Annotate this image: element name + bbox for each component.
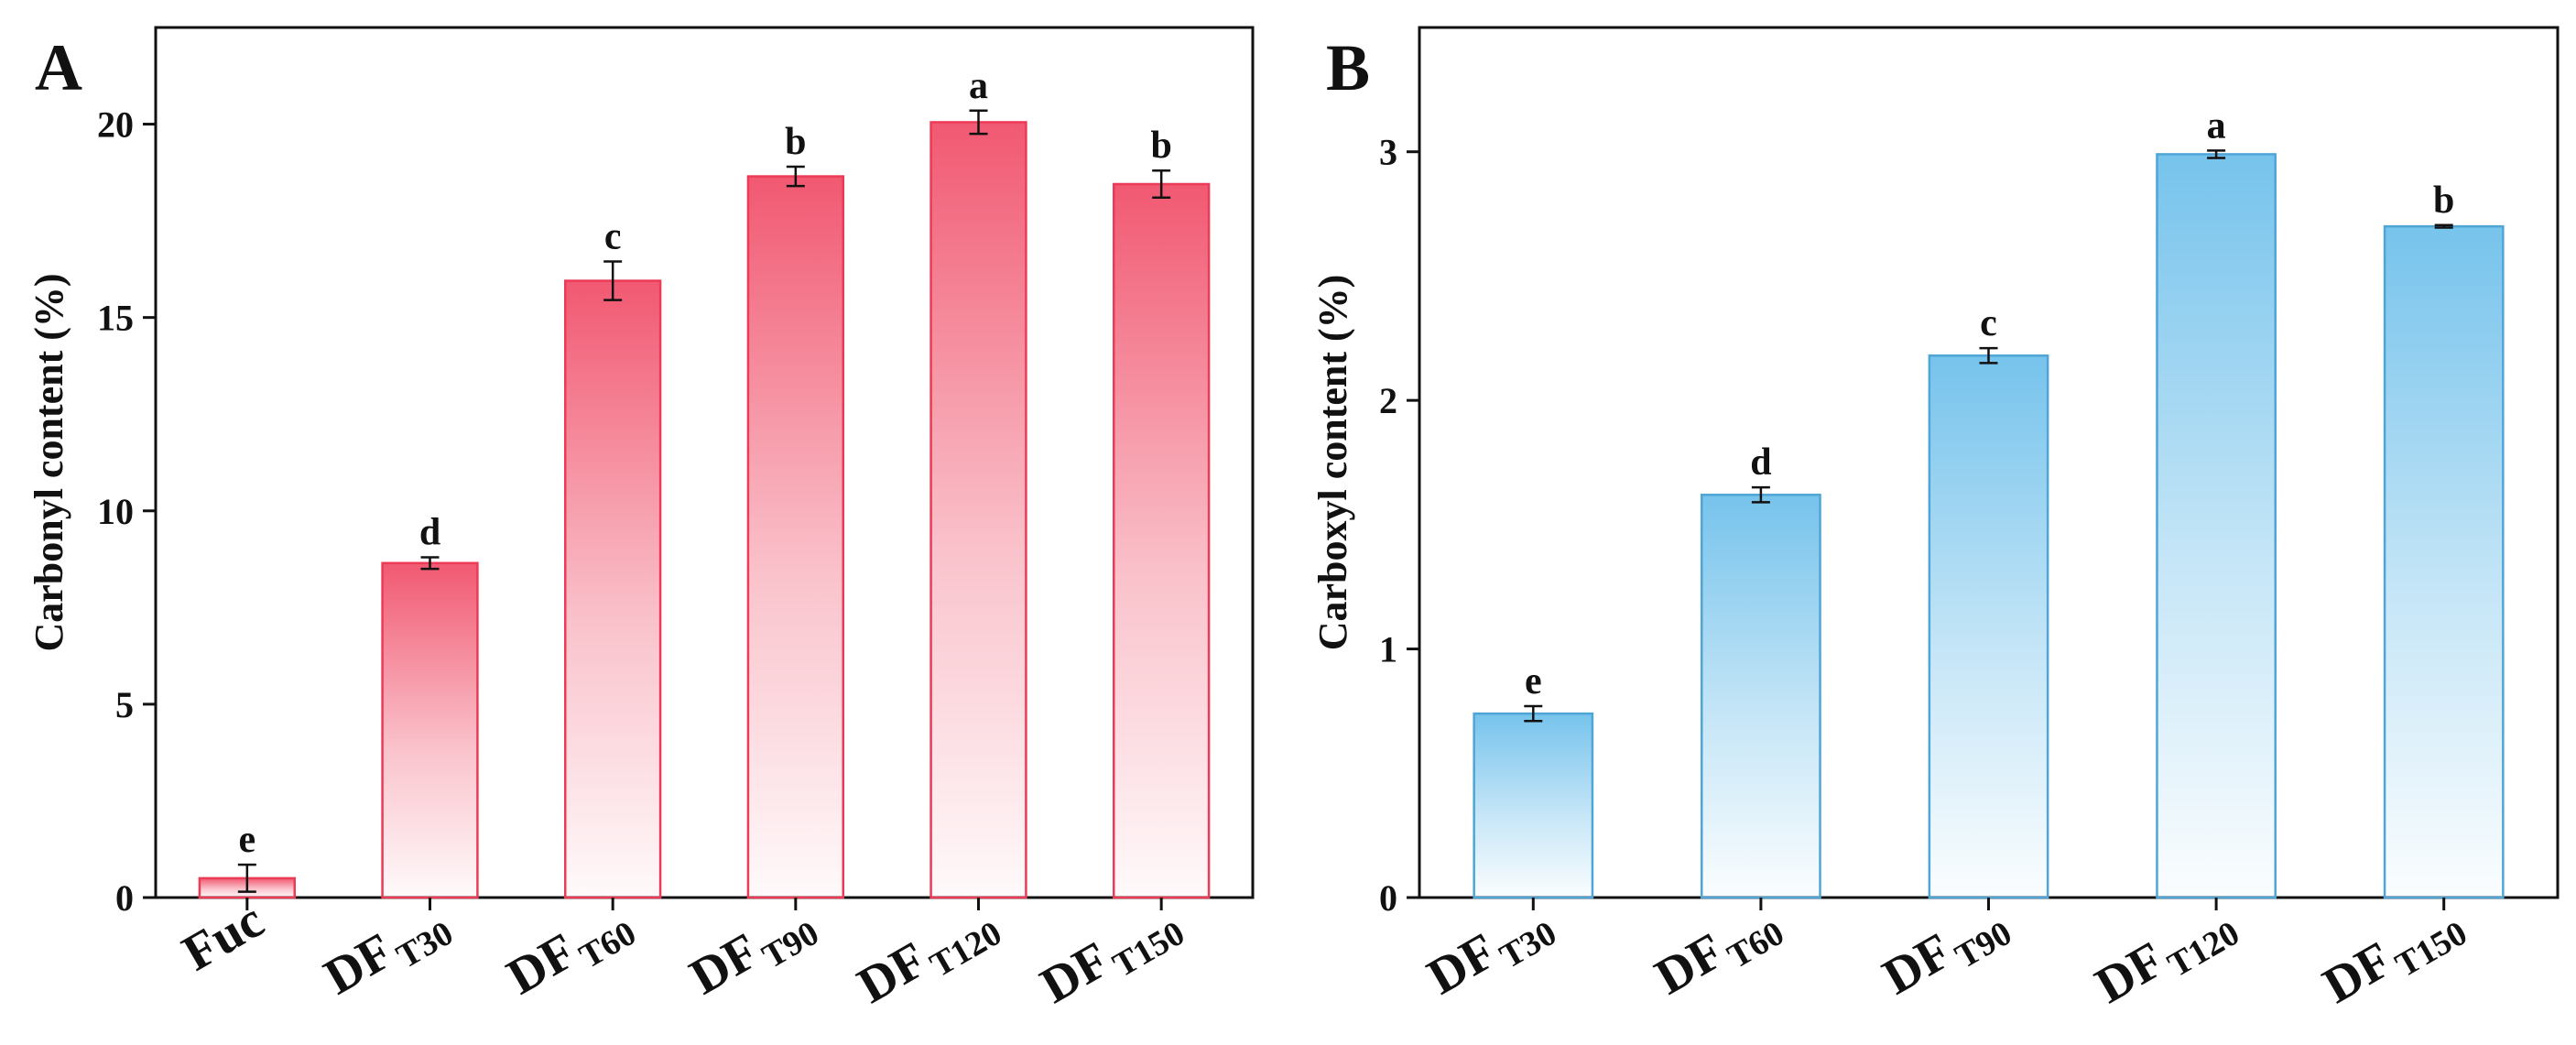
error-bar <box>1979 346 1998 365</box>
panel-a-x-labels: Fuc DFT30 DFT60 DFT90 DFT120 DFT150 <box>173 892 1190 1021</box>
x-category-label: DFT90 <box>680 892 825 1013</box>
bar <box>1928 354 2049 899</box>
significance-letter: c <box>1980 302 1997 344</box>
bar <box>746 175 844 899</box>
significance-letter: a <box>2207 104 2226 147</box>
significance-letter: e <box>239 819 256 861</box>
panel-a-chart: A Carbonyl content (%) 0 5 10 15 20 e d c b a b F… <box>27 26 1255 1021</box>
error-bar <box>2207 149 2226 159</box>
panel-a-y-axis-title: Carbonyl content (%) <box>27 273 71 651</box>
x-category-label: DFT30 <box>1418 892 1563 1013</box>
x-category-label: DFT150 <box>1031 892 1190 1021</box>
significance-letter: e <box>1525 660 1542 702</box>
y-tick-label: 0 <box>1379 877 1397 919</box>
bar <box>929 121 1027 899</box>
y-tick-label: 3 <box>1379 132 1397 173</box>
significance-letter: a <box>969 65 988 107</box>
error-bar <box>1152 169 1171 200</box>
x-category-label: DFT90 <box>1874 892 2018 1013</box>
panel-a-bars: e d c b a b <box>198 65 1211 899</box>
panel-b-x-labels: DFT30 DFT60 DFT90 DFT120 DFT150 <box>1418 892 2473 1021</box>
error-bar <box>603 260 623 301</box>
bar <box>2156 153 2277 899</box>
error-bar <box>2434 223 2453 229</box>
error-bar <box>969 109 988 136</box>
significance-letter: b <box>1150 125 1171 167</box>
panel-b-y-ticks: 0 1 2 3 <box>1379 132 1419 919</box>
y-tick-label: 20 <box>97 104 134 146</box>
x-category-label: Fuc <box>173 892 273 983</box>
y-tick-label: 10 <box>97 491 134 532</box>
panel-b-bars: e d c a b <box>1473 104 2505 899</box>
panel-a-y-ticks: 0 5 10 15 20 <box>97 104 156 919</box>
significance-letter: b <box>2433 180 2454 222</box>
bar <box>1113 182 1211 899</box>
panel-a-label: A <box>35 31 82 104</box>
error-bar <box>237 863 256 893</box>
y-tick-label: 2 <box>1379 380 1397 421</box>
significance-letter: c <box>604 215 622 257</box>
panel-a-frame <box>154 26 1255 899</box>
significance-letter: b <box>785 121 806 163</box>
x-category-label: DFT120 <box>849 892 1008 1021</box>
bar <box>1701 494 1821 899</box>
x-category-label: DFT30 <box>315 892 460 1013</box>
panel-b-label: B <box>1326 31 1370 104</box>
y-tick-label: 5 <box>115 684 134 725</box>
x-category-label: DFT60 <box>498 892 643 1013</box>
significance-letter: d <box>419 511 440 553</box>
y-tick-label: 1 <box>1379 629 1397 670</box>
y-tick-label: 0 <box>115 877 134 919</box>
error-bar <box>1524 704 1543 723</box>
y-tick-label: 15 <box>97 298 134 339</box>
x-category-label: DFT60 <box>1646 892 1790 1013</box>
bar <box>381 561 479 899</box>
significance-letter: d <box>1750 441 1771 484</box>
bar <box>1473 712 1594 899</box>
bar <box>564 279 662 899</box>
panel-b-y-axis-title: Carboxyl content (%) <box>1310 275 1355 651</box>
error-bar <box>786 165 805 188</box>
x-category-label: DFT150 <box>2314 892 2473 1021</box>
error-bar <box>420 556 440 571</box>
x-category-label: DFT120 <box>2086 892 2245 1021</box>
bar <box>2383 224 2505 899</box>
error-bar <box>1751 485 1770 504</box>
